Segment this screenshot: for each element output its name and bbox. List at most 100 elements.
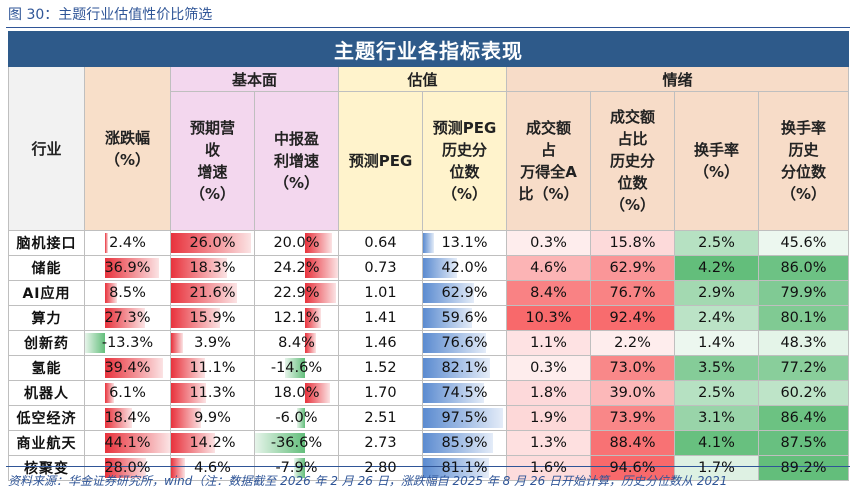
cell-value: 76.6% bbox=[441, 335, 488, 351]
cell-turnover-rate: 3.5% bbox=[674, 355, 759, 381]
cell-industry: 储能 bbox=[8, 255, 85, 281]
cell-turnover-share-pct: 88.4% bbox=[590, 430, 675, 456]
cell-value: 2.80 bbox=[364, 460, 397, 476]
cell-peg: 2.73 bbox=[338, 430, 423, 456]
data-bar bbox=[171, 358, 206, 378]
table-row: 脑机接口 2.4% 26.0% 20.0% 0.64 13.1% 0.3% 15.8% 2.5%… bbox=[8, 230, 849, 256]
cell-value: 36.9% bbox=[104, 260, 151, 276]
cell-value: 27.3% bbox=[104, 310, 151, 326]
cell-value: 45.6% bbox=[780, 235, 827, 251]
cell-profit-growth: -6.0% bbox=[254, 405, 339, 431]
cell-peg: 1.52 bbox=[338, 355, 423, 381]
cell-turnover-rate: 4.2% bbox=[674, 255, 759, 281]
cell-turnover-share: 1.8% bbox=[506, 380, 591, 406]
cell-value: 73.9% bbox=[609, 410, 656, 426]
cell-value: 26.0% bbox=[189, 235, 236, 251]
cell-value: 48.3% bbox=[780, 335, 827, 351]
cell-value: 8.4% bbox=[530, 285, 567, 301]
data-bar bbox=[171, 258, 228, 278]
cell-rev-growth: 21.6% bbox=[170, 280, 255, 306]
cell-value: 15.9% bbox=[189, 310, 236, 326]
data-bar bbox=[423, 408, 503, 428]
cell-turnover-rate-pct: 60.2% bbox=[758, 380, 849, 406]
cell-peg: 1.01 bbox=[338, 280, 423, 306]
data-bar bbox=[171, 333, 183, 353]
cell-peg-pct: 81.1% bbox=[422, 455, 507, 481]
cell-value: 94.6% bbox=[609, 460, 656, 476]
cell-value: 4.2% bbox=[698, 260, 735, 276]
cell-value: 62.9% bbox=[441, 285, 488, 301]
cell-value: 21.6% bbox=[189, 285, 236, 301]
cell-peg-pct: 42.0% bbox=[422, 255, 507, 281]
data-bar bbox=[104, 283, 118, 303]
cell-turnover-share: 0.3% bbox=[506, 230, 591, 256]
cell-peg-pct: 62.9% bbox=[422, 280, 507, 306]
cell-peg: 1.46 bbox=[338, 330, 423, 356]
group-sentiment: 情绪 bbox=[506, 66, 849, 92]
table-row: 创新药 -13.3% 3.9% 8.4% 1.46 76.6% 1.1% 2.2% 1.4% 48… bbox=[8, 330, 849, 356]
cell-value: 1.9% bbox=[530, 410, 567, 426]
cell-peg-pct: 82.1% bbox=[422, 355, 507, 381]
header-profit-growth: 中报盈 利增速 （%） bbox=[254, 91, 339, 231]
cell-value: 2.5% bbox=[698, 235, 735, 251]
cell-turnover-rate: 2.9% bbox=[674, 280, 759, 306]
data-bar bbox=[304, 333, 317, 353]
cell-value: 1.01 bbox=[364, 285, 397, 301]
cell-value: 3.1% bbox=[698, 410, 735, 426]
cell-value: 60.2% bbox=[780, 385, 827, 401]
cell-profit-growth: 20.0% bbox=[254, 230, 339, 256]
cell-value: 1.46 bbox=[364, 335, 397, 351]
cell-rev-growth: 18.3% bbox=[170, 255, 255, 281]
header-industry: 行业 bbox=[8, 66, 85, 231]
cell-change: 18.4% bbox=[84, 405, 171, 431]
cell-profit-growth: -36.6% bbox=[254, 430, 339, 456]
cell-turnover-share: 4.6% bbox=[506, 255, 591, 281]
cell-turnover-share-pct: 73.0% bbox=[590, 355, 675, 381]
cell-value: 18.4% bbox=[104, 410, 151, 426]
table-row: 算力 27.3% 15.9% 12.1% 1.41 59.6% 10.3% 92.4% 2.4%… bbox=[8, 305, 849, 331]
cell-value: 97.5% bbox=[441, 410, 488, 426]
cell-turnover-rate-pct: 86.4% bbox=[758, 405, 849, 431]
cell-value: 0.3% bbox=[530, 360, 567, 376]
cell-turnover-rate-pct: 87.5% bbox=[758, 430, 849, 456]
figure-title: 图 30：主题行业估值性价比筛选 bbox=[8, 7, 213, 23]
cell-turnover-share: 1.9% bbox=[506, 405, 591, 431]
cell-turnover-share-pct: 94.6% bbox=[590, 455, 675, 481]
cell-industry: 算力 bbox=[8, 305, 85, 331]
cell-peg: 1.41 bbox=[338, 305, 423, 331]
data-bar bbox=[423, 458, 490, 478]
cell-change: 28.0% bbox=[84, 455, 171, 481]
table-row: 商业航天 44.1% 14.2% -36.6% 2.73 85.9% 1.3% 88.4% 4.… bbox=[8, 430, 849, 456]
cell-profit-growth: -14.6% bbox=[254, 355, 339, 381]
cell-value: 42.0% bbox=[441, 260, 488, 276]
cell-turnover-rate: 1.7% bbox=[674, 455, 759, 481]
cell-value: 76.7% bbox=[609, 285, 656, 301]
cell-industry: 脑机接口 bbox=[8, 230, 85, 256]
cell-value: 39.4% bbox=[104, 360, 151, 376]
cell-profit-growth: -7.9% bbox=[254, 455, 339, 481]
cell-value: 0.73 bbox=[364, 260, 397, 276]
cell-industry: 核聚变 bbox=[8, 455, 85, 481]
data-bar bbox=[304, 233, 333, 253]
cell-profit-growth: 12.1% bbox=[254, 305, 339, 331]
cell-value: 4.1% bbox=[698, 435, 735, 451]
data-bar bbox=[85, 333, 105, 353]
cell-change: 39.4% bbox=[84, 355, 171, 381]
cell-profit-growth: 22.9% bbox=[254, 280, 339, 306]
data-bar bbox=[423, 258, 458, 278]
cell-value: 2.2% bbox=[614, 335, 651, 351]
cell-value: 2.4% bbox=[109, 235, 146, 251]
cell-value: -36.6% bbox=[270, 435, 323, 451]
cell-value: -7.9% bbox=[275, 460, 318, 476]
cell-peg-pct: 76.6% bbox=[422, 330, 507, 356]
data-bar bbox=[423, 433, 494, 453]
cell-value: 3.9% bbox=[194, 335, 231, 351]
cell-turnover-share: 1.3% bbox=[506, 430, 591, 456]
cell-turnover-share: 0.3% bbox=[506, 355, 591, 381]
cell-turnover-share-pct: 39.0% bbox=[590, 380, 675, 406]
cell-turnover-share-pct: 92.4% bbox=[590, 305, 675, 331]
cell-value: 59.6% bbox=[441, 310, 488, 326]
cell-peg-pct: 74.5% bbox=[422, 380, 507, 406]
group-valuation: 估值 bbox=[338, 66, 507, 92]
data-bar bbox=[304, 383, 330, 403]
